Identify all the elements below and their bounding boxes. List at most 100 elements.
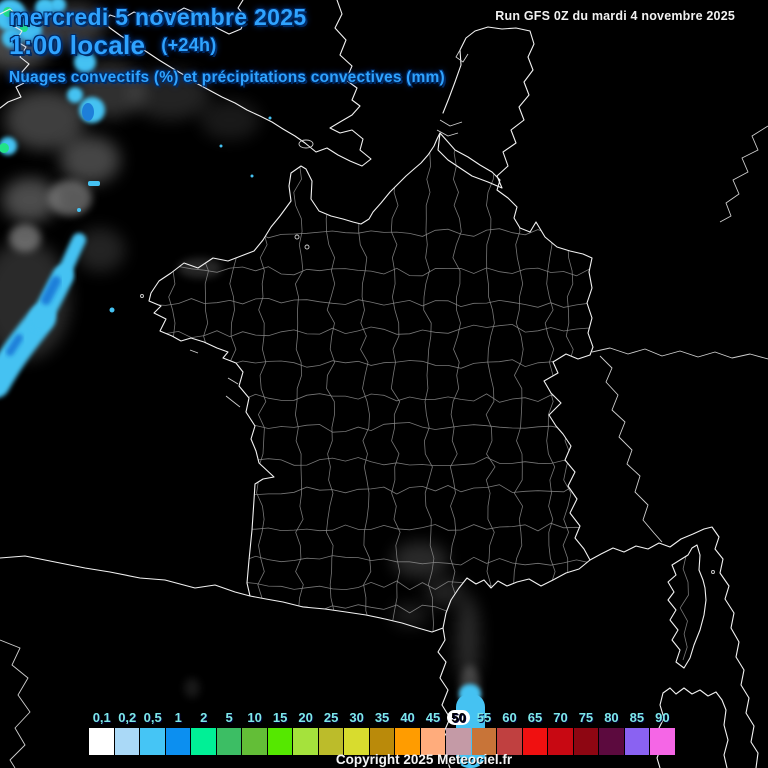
forecast-date: mercredi 5 novembre 2025 [9, 4, 307, 30]
department-border-line [390, 139, 401, 632]
legend-swatch-0,5 [140, 728, 165, 755]
legend-value-40: 40 [400, 709, 415, 725]
legend-value-35: 35 [374, 709, 390, 725]
legend-value-row: 0,1 0,2 0,5 1 2 5 10 15 20 25 30 35 40 45 50 55 60 65 70 75… [89, 707, 675, 727]
tuscan-island [711, 570, 715, 574]
legend-swatch-75 [573, 728, 599, 755]
department-border-line [357, 139, 372, 632]
legend-value-25: 25 [323, 709, 339, 725]
legend-swatch-0,2 [114, 728, 140, 755]
department-borders-layer [149, 139, 593, 632]
zeeland-estuaries [436, 49, 469, 137]
legend-value-5: 5 [225, 709, 233, 725]
legend-swatch-20 [293, 728, 318, 755]
legend-swatch-40 [395, 728, 420, 755]
department-border-line [149, 422, 593, 434]
legend-value-55: 55 [476, 709, 492, 725]
forecast-offset: (+24h) [161, 34, 217, 55]
legend-swatch-row [89, 728, 675, 755]
department-border-line [485, 139, 496, 632]
spain-interior-border [0, 639, 31, 768]
isle-of-wight-coast [298, 139, 314, 149]
department-border-line [149, 456, 593, 467]
legend-swatch-55 [471, 728, 497, 755]
legend-swatch-85 [624, 728, 650, 755]
legend-swatch-1 [165, 728, 191, 755]
spain-north-coast [0, 555, 251, 597]
netherlands-coast [437, 26, 535, 189]
legend-value-15: 15 [272, 709, 288, 725]
legend-value-50: 50 [446, 707, 471, 727]
department-border-line [423, 139, 435, 632]
legend-value-20: 20 [298, 709, 313, 725]
ireland-coast [0, 8, 30, 109]
department-border-line [149, 483, 593, 498]
legend-value-85: 85 [629, 709, 645, 725]
legend-swatch-5 [216, 728, 242, 755]
department-border-line [149, 521, 593, 532]
france-border [148, 132, 594, 633]
legend-swatch-35 [369, 728, 395, 755]
department-border-line [149, 555, 593, 566]
italy-coast [589, 526, 759, 768]
forecast-time-line: 1:00 locale (+24h) [9, 29, 445, 60]
legend-swatch-45 [420, 728, 446, 755]
legend-value-75: 75 [578, 709, 594, 725]
department-border-line [149, 358, 593, 370]
department-border-line [149, 266, 593, 277]
legend-value-0,1: 0,1 [92, 709, 111, 725]
channel-island [304, 244, 310, 250]
legend-swatch-90 [650, 728, 675, 755]
corsica-coast [667, 544, 707, 669]
legend-swatch-25 [318, 728, 344, 755]
department-border-line [200, 139, 212, 632]
legend-value-10: 10 [247, 709, 262, 725]
channel-island [294, 234, 300, 240]
forecast-local-time: 1:00 locale [9, 29, 146, 60]
rhine-river [719, 125, 768, 223]
legend-value-1: 1 [174, 709, 182, 725]
england-coast [103, 0, 372, 167]
legend-value-65: 65 [527, 709, 543, 725]
atlantic-islands [189, 349, 241, 408]
precipitation-legend: 0,1 0,2 0,5 1 2 5 10 15 20 25 30 35 40 45 50 55 60 65 70 75… [89, 707, 675, 755]
legend-value-45: 45 [425, 709, 441, 725]
legend-value-90: 90 [655, 709, 670, 725]
department-border-line [293, 139, 304, 632]
legend-value-60: 60 [502, 709, 517, 725]
department-border-line [164, 139, 179, 632]
legend-value-80: 80 [604, 709, 619, 725]
legend-swatch-65 [522, 728, 548, 755]
corsica-department-border [679, 555, 689, 661]
model-run-info: Run GFS 0Z du mardi 4 novembre 2025 [495, 9, 735, 23]
department-border-line [449, 139, 462, 632]
legend-value-2: 2 [200, 709, 208, 725]
legend-value-30: 30 [349, 709, 364, 725]
swiss-italian-border [599, 355, 663, 543]
ouessant-island [140, 294, 144, 298]
legend-value-0,2: 0,2 [118, 709, 137, 725]
cloud-cover-layer [0, 3, 480, 715]
legend-swatch-0,1 [89, 728, 114, 755]
legend-value-0,5: 0,5 [143, 709, 162, 725]
department-border-line [513, 139, 524, 632]
legend-swatch-60 [497, 728, 522, 755]
legend-swatch-2 [191, 728, 216, 755]
legend-value-70: 70 [553, 709, 568, 725]
department-border-line [149, 323, 593, 339]
department-border-line [149, 393, 593, 403]
legend-swatch-50 [446, 728, 471, 755]
swiss-german-border [591, 347, 768, 360]
map-parameter-title: Nuages convectifs (%) et précipitations … [9, 68, 445, 86]
forecast-header: mercredi 5 novembre 2025 1:00 locale (+24… [9, 4, 445, 86]
copyright-notice: Copyright 2025 Meteociel.fr [335, 752, 513, 767]
legend-swatch-70 [548, 728, 573, 755]
legend-swatch-30 [344, 728, 369, 755]
department-border-line [149, 602, 593, 617]
department-border-line [227, 139, 239, 632]
legend-swatch-10 [242, 728, 267, 755]
department-border-line [325, 139, 336, 632]
